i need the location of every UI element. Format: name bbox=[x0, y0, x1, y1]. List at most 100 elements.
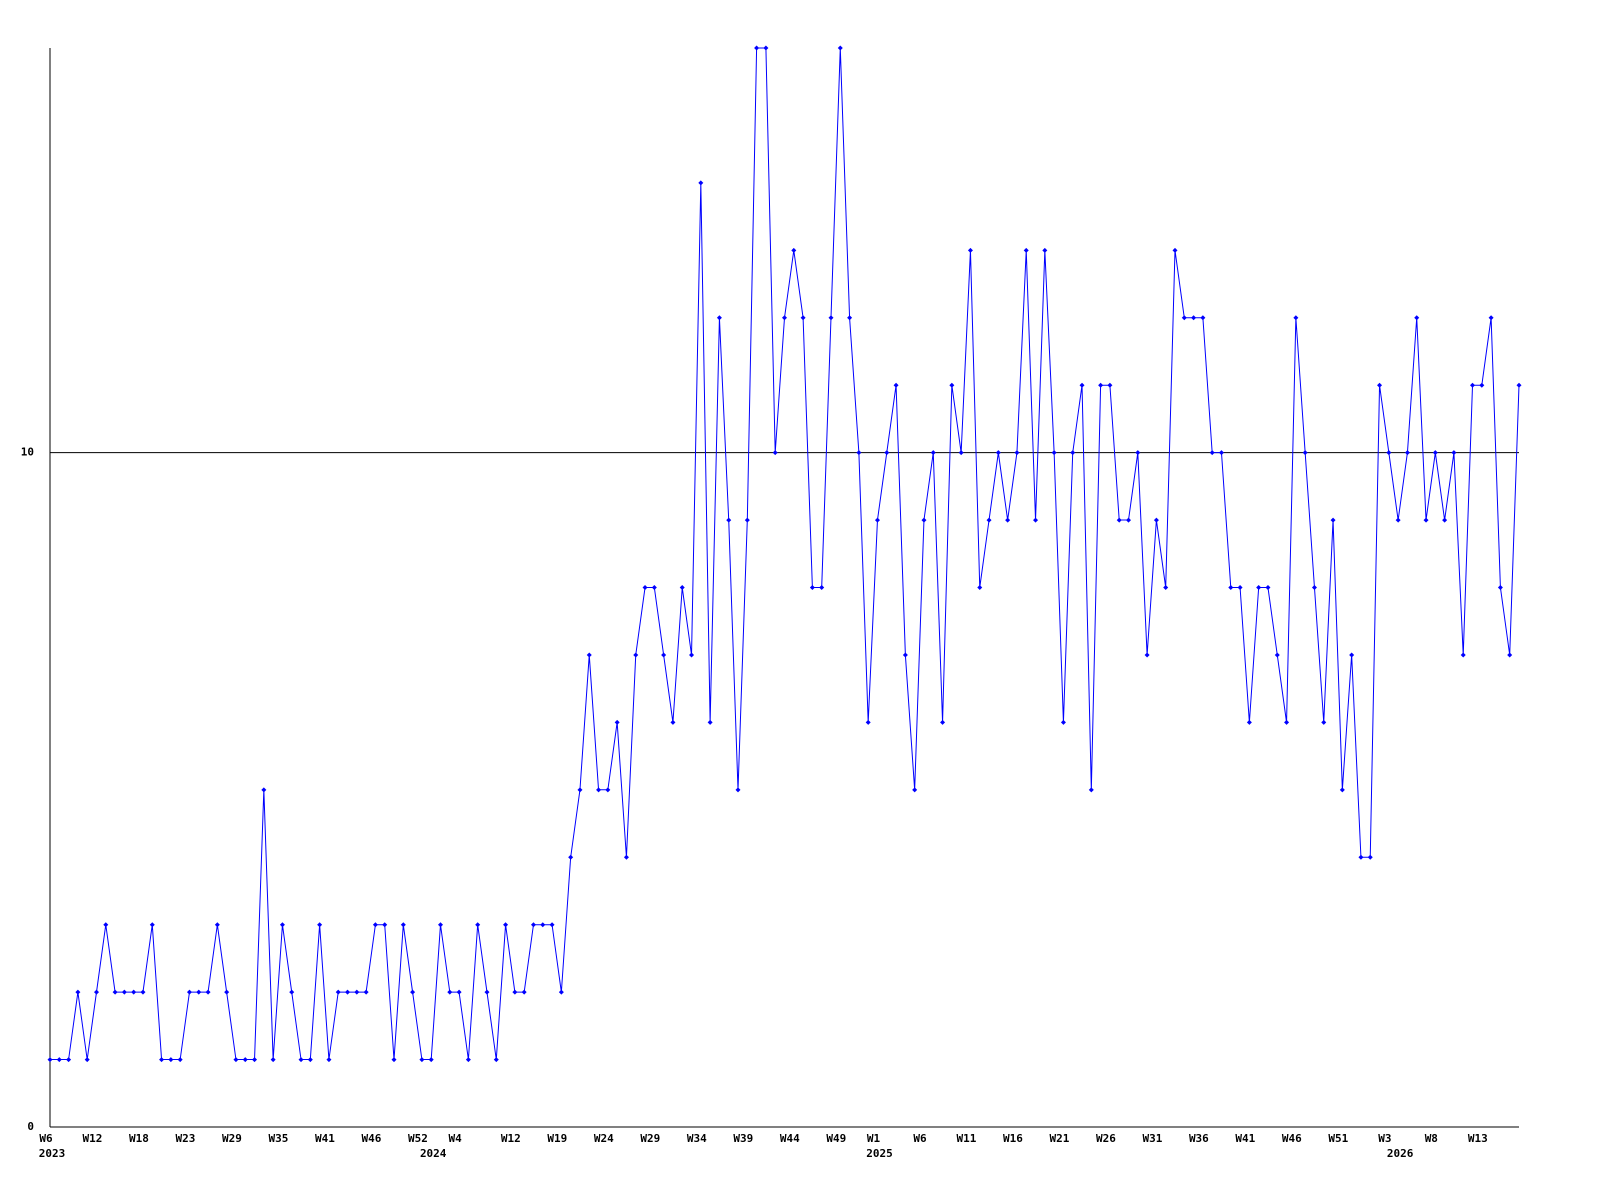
data-point bbox=[940, 719, 946, 725]
y-tick-label: 0 bbox=[27, 1120, 34, 1133]
data-point bbox=[168, 1057, 174, 1063]
data-point bbox=[642, 585, 648, 590]
data-point bbox=[1246, 719, 1252, 725]
data-point bbox=[289, 989, 295, 995]
data-point bbox=[419, 1057, 425, 1063]
data-point bbox=[1274, 652, 1280, 658]
data-point bbox=[1377, 382, 1383, 388]
data-point bbox=[1209, 450, 1215, 456]
data-point bbox=[754, 45, 760, 51]
data-point bbox=[112, 989, 118, 995]
x-tick-label: W41 bbox=[1235, 1132, 1255, 1145]
data-point bbox=[568, 854, 574, 860]
data-point bbox=[1088, 787, 1094, 793]
data-point bbox=[75, 989, 81, 995]
data-point bbox=[651, 585, 657, 590]
data-point bbox=[354, 989, 360, 995]
data-point bbox=[893, 382, 899, 388]
data-point bbox=[484, 989, 490, 995]
x-tick-label: W16 bbox=[1003, 1132, 1023, 1145]
x-tick-label: W39 bbox=[733, 1132, 753, 1145]
data-point bbox=[252, 1057, 258, 1063]
data-point bbox=[456, 989, 462, 995]
data-point bbox=[819, 585, 825, 590]
year-label: 2026 bbox=[1387, 1147, 1414, 1160]
data-point bbox=[1228, 585, 1234, 590]
data-point bbox=[1460, 652, 1466, 658]
data-point bbox=[279, 922, 285, 928]
data-point bbox=[623, 854, 629, 860]
data-point bbox=[986, 517, 992, 523]
x-tick-label: W21 bbox=[1049, 1132, 1069, 1145]
data-point bbox=[716, 315, 722, 321]
data-point bbox=[205, 989, 211, 995]
data-point bbox=[56, 1057, 62, 1063]
data-point bbox=[1321, 719, 1327, 725]
data-point bbox=[1237, 585, 1243, 590]
x-tick-label: W41 bbox=[315, 1132, 335, 1145]
data-point bbox=[512, 989, 518, 995]
data-point bbox=[47, 1057, 53, 1063]
data-point bbox=[391, 1057, 397, 1063]
data-point bbox=[1339, 787, 1345, 793]
data-point bbox=[196, 989, 202, 995]
x-tick-label: W12 bbox=[501, 1132, 521, 1145]
data-point bbox=[1107, 382, 1113, 388]
x-tick-label: W46 bbox=[1282, 1132, 1302, 1145]
data-point bbox=[1218, 450, 1224, 456]
data-point bbox=[372, 922, 378, 928]
data-point bbox=[633, 652, 639, 658]
x-tick-label: W49 bbox=[826, 1132, 846, 1145]
x-tick-label: W6 bbox=[39, 1132, 53, 1145]
data-point bbox=[1153, 517, 1159, 523]
data-point bbox=[763, 45, 769, 51]
data-point bbox=[382, 922, 388, 928]
data-point bbox=[586, 652, 592, 658]
data-point bbox=[1256, 585, 1262, 590]
data-point bbox=[345, 989, 351, 995]
data-point bbox=[400, 922, 406, 928]
data-point bbox=[475, 922, 481, 928]
x-tick-label: W11 bbox=[957, 1132, 977, 1145]
data-point bbox=[326, 1057, 332, 1063]
data-point bbox=[149, 922, 155, 928]
data-point bbox=[605, 787, 611, 793]
data-point bbox=[224, 989, 230, 995]
x-tick-label: W35 bbox=[268, 1132, 288, 1145]
data-point bbox=[884, 450, 890, 456]
data-point bbox=[186, 989, 192, 995]
data-point bbox=[1442, 517, 1448, 523]
x-tick-label: W36 bbox=[1189, 1132, 1209, 1145]
x-tick-label: W1 bbox=[867, 1132, 881, 1145]
data-point bbox=[1042, 247, 1048, 253]
x-tick-label: W51 bbox=[1328, 1132, 1348, 1145]
data-point bbox=[1423, 517, 1429, 523]
data-point bbox=[1098, 382, 1104, 388]
data-point bbox=[1284, 719, 1290, 725]
data-point bbox=[549, 922, 555, 928]
data-point bbox=[1005, 517, 1011, 523]
data-point bbox=[809, 585, 815, 590]
data-point bbox=[1404, 450, 1410, 456]
data-point bbox=[465, 1057, 471, 1063]
data-point bbox=[335, 989, 341, 995]
x-tick-label: W8 bbox=[1425, 1132, 1438, 1145]
x-tick-label: W24 bbox=[594, 1132, 614, 1145]
data-point bbox=[159, 1057, 165, 1063]
x-tick-label: W12 bbox=[83, 1132, 103, 1145]
data-point bbox=[596, 787, 602, 793]
data-line bbox=[50, 47, 1520, 1061]
data-point bbox=[503, 922, 509, 928]
data-point bbox=[1293, 315, 1299, 321]
x-tick-label: W18 bbox=[129, 1132, 149, 1145]
x-tick-label: W4 bbox=[448, 1132, 462, 1145]
data-point bbox=[261, 787, 267, 793]
data-point bbox=[698, 180, 704, 186]
data-point bbox=[1014, 450, 1020, 456]
data-point bbox=[847, 315, 853, 321]
data-point bbox=[1386, 450, 1392, 456]
data-point bbox=[995, 450, 1001, 456]
x-tick-label: W13 bbox=[1468, 1132, 1488, 1145]
data-point bbox=[1116, 517, 1122, 523]
data-point bbox=[437, 922, 443, 928]
